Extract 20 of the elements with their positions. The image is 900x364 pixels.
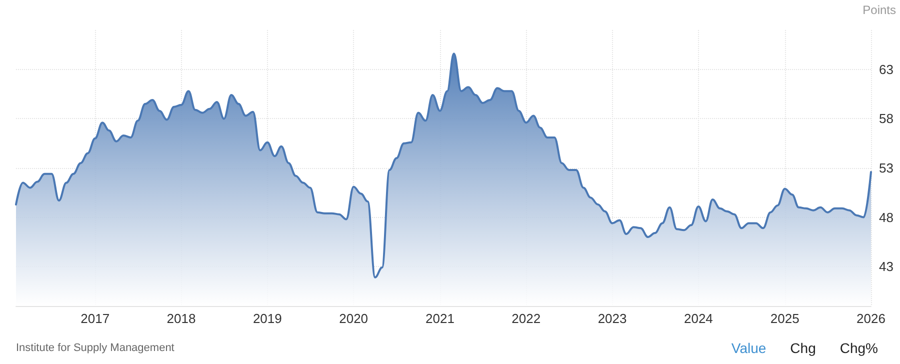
x-tick-label: 2024 (684, 311, 713, 326)
x-tick-label: 2021 (426, 311, 454, 326)
y-tick-label: 53 (879, 160, 894, 176)
text: Institute for Supply Management (16, 342, 174, 354)
y-axis-title: Points (862, 3, 896, 17)
y-tick-label: 43 (879, 259, 894, 274)
text: Value (731, 340, 766, 356)
x-tick-label: 2020 (339, 311, 368, 326)
x-tick-label: 2026 (856, 311, 886, 326)
x-tick-label: 2023 (598, 311, 627, 326)
y-tick-label: 48 (879, 210, 894, 225)
text: Chg% (840, 340, 878, 356)
y-tick-label: 58 (879, 111, 894, 126)
x-tick-label: 2025 (770, 311, 800, 326)
x-tick-label: 2017 (80, 311, 110, 326)
x-tick-label: 2022 (512, 311, 541, 326)
x-tick-label: 2018 (166, 311, 196, 326)
y-tick-label: 63 (879, 62, 894, 77)
x-tick-label: 2019 (252, 311, 282, 326)
text: Chg (790, 340, 816, 356)
